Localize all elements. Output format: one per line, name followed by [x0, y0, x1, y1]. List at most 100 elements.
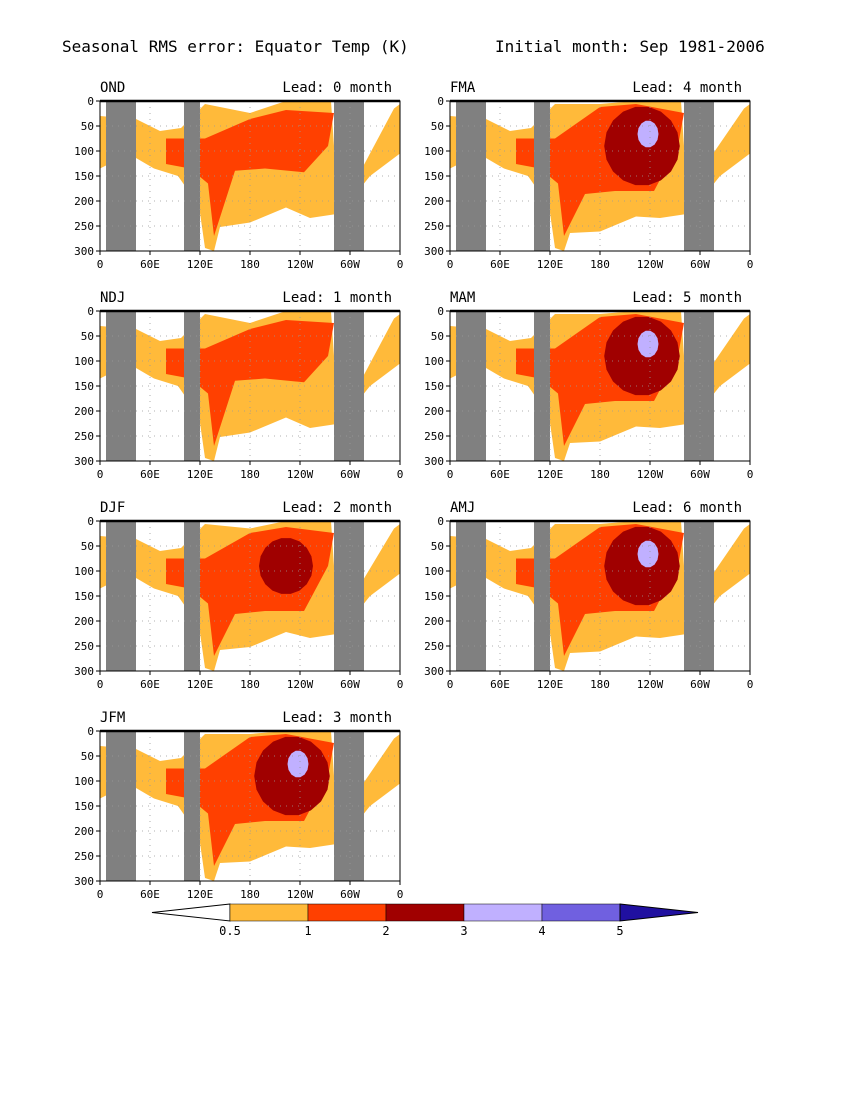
- x-tick-label: 120W: [637, 678, 664, 691]
- x-tick-label: 120E: [187, 888, 214, 901]
- y-tick-label: 100: [74, 565, 94, 578]
- contour-3: [637, 540, 659, 568]
- x-tick-label: 60E: [140, 258, 160, 271]
- colorbar-label: 5: [616, 924, 623, 938]
- y-tick-label: 200: [424, 195, 444, 208]
- x-tick-label: 180: [240, 258, 260, 271]
- panel-season-label: FMA: [450, 80, 476, 96]
- x-tick-label: 120W: [637, 258, 664, 271]
- contour-3: [637, 330, 659, 358]
- y-tick-label: 300: [74, 455, 94, 468]
- x-tick-label: 60E: [140, 678, 160, 691]
- y-tick-label: 50: [431, 540, 444, 553]
- x-tick-label: 120W: [637, 468, 664, 481]
- panel-season-label: MAM: [450, 290, 475, 306]
- y-tick-label: 100: [424, 145, 444, 158]
- x-tick-label: 60W: [690, 678, 710, 691]
- x-tick-label: 0: [397, 888, 404, 901]
- colorbar-label: 3: [460, 924, 467, 938]
- y-tick-label: 300: [424, 245, 444, 258]
- land-mask: [334, 101, 364, 251]
- x-tick-label: 0: [397, 258, 404, 271]
- land-mask: [334, 311, 364, 461]
- x-tick-label: 180: [590, 258, 610, 271]
- x-tick-label: 120E: [187, 258, 214, 271]
- y-tick-label: 200: [74, 405, 94, 418]
- y-tick-label: 0: [87, 515, 94, 528]
- x-tick-label: 0: [447, 258, 454, 271]
- x-tick-label: 120E: [537, 678, 564, 691]
- x-tick-label: 60E: [140, 468, 160, 481]
- x-tick-label: 180: [590, 678, 610, 691]
- x-tick-label: 0: [747, 258, 754, 271]
- x-tick-label: 180: [590, 468, 610, 481]
- x-tick-label: 0: [747, 468, 754, 481]
- land-mask: [456, 101, 486, 251]
- colorbar-swatch: [229, 903, 309, 922]
- contour-1: [166, 320, 334, 446]
- y-tick-label: 250: [74, 220, 94, 233]
- y-tick-label: 100: [74, 775, 94, 788]
- x-tick-label: 60E: [490, 468, 510, 481]
- contour-2: [259, 538, 313, 594]
- y-tick-label: 50: [81, 330, 94, 343]
- y-tick-label: 150: [424, 590, 444, 603]
- contour-2: [254, 736, 330, 816]
- land-mask: [106, 731, 136, 881]
- y-tick-label: 300: [74, 875, 94, 888]
- y-tick-label: 150: [74, 380, 94, 393]
- x-tick-label: 60W: [340, 258, 360, 271]
- x-tick-label: 0: [447, 678, 454, 691]
- colorbar-swatch: [385, 903, 465, 922]
- land-mask: [534, 521, 550, 671]
- figure-subtitle: Initial month: Sep 1981-2006: [495, 37, 765, 56]
- y-tick-label: 300: [424, 665, 444, 678]
- y-tick-label: 100: [424, 355, 444, 368]
- x-tick-label: 120E: [537, 468, 564, 481]
- y-tick-label: 0: [87, 305, 94, 318]
- x-tick-label: 60W: [690, 258, 710, 271]
- y-tick-label: 100: [424, 565, 444, 578]
- y-tick-label: 0: [87, 95, 94, 108]
- land-mask: [106, 101, 136, 251]
- land-mask: [684, 101, 714, 251]
- y-tick-label: 50: [81, 540, 94, 553]
- x-tick-label: 0: [447, 468, 454, 481]
- colorbar-label: 1: [304, 924, 311, 938]
- x-tick-label: 60W: [690, 468, 710, 481]
- contour-1: [166, 110, 334, 236]
- y-tick-label: 200: [74, 615, 94, 628]
- colorbar-swatch: [307, 903, 387, 922]
- colorbar-swatch: [463, 903, 543, 922]
- y-tick-label: 150: [424, 170, 444, 183]
- land-mask: [456, 311, 486, 461]
- y-tick-label: 150: [74, 170, 94, 183]
- y-tick-label: 0: [437, 95, 444, 108]
- colorbar-label: 4: [538, 924, 545, 938]
- panel-lead-label: Lead: 0 month: [282, 80, 392, 96]
- x-tick-label: 0: [97, 258, 104, 271]
- x-tick-label: 0: [97, 468, 104, 481]
- land-mask: [106, 521, 136, 671]
- contour-2: [604, 526, 680, 606]
- land-mask: [534, 101, 550, 251]
- land-mask: [184, 311, 200, 461]
- colorbar-swatch: [541, 903, 621, 922]
- x-tick-label: 180: [240, 888, 260, 901]
- panel-season-label: AMJ: [450, 500, 475, 516]
- x-tick-label: 60E: [140, 888, 160, 901]
- y-tick-label: 300: [74, 665, 94, 678]
- land-mask: [684, 311, 714, 461]
- y-tick-label: 0: [437, 305, 444, 318]
- contour-3: [637, 120, 659, 148]
- land-mask: [456, 521, 486, 671]
- y-tick-label: 0: [437, 515, 444, 528]
- panel-lead-label: Lead: 2 month: [282, 500, 392, 516]
- y-tick-label: 200: [424, 405, 444, 418]
